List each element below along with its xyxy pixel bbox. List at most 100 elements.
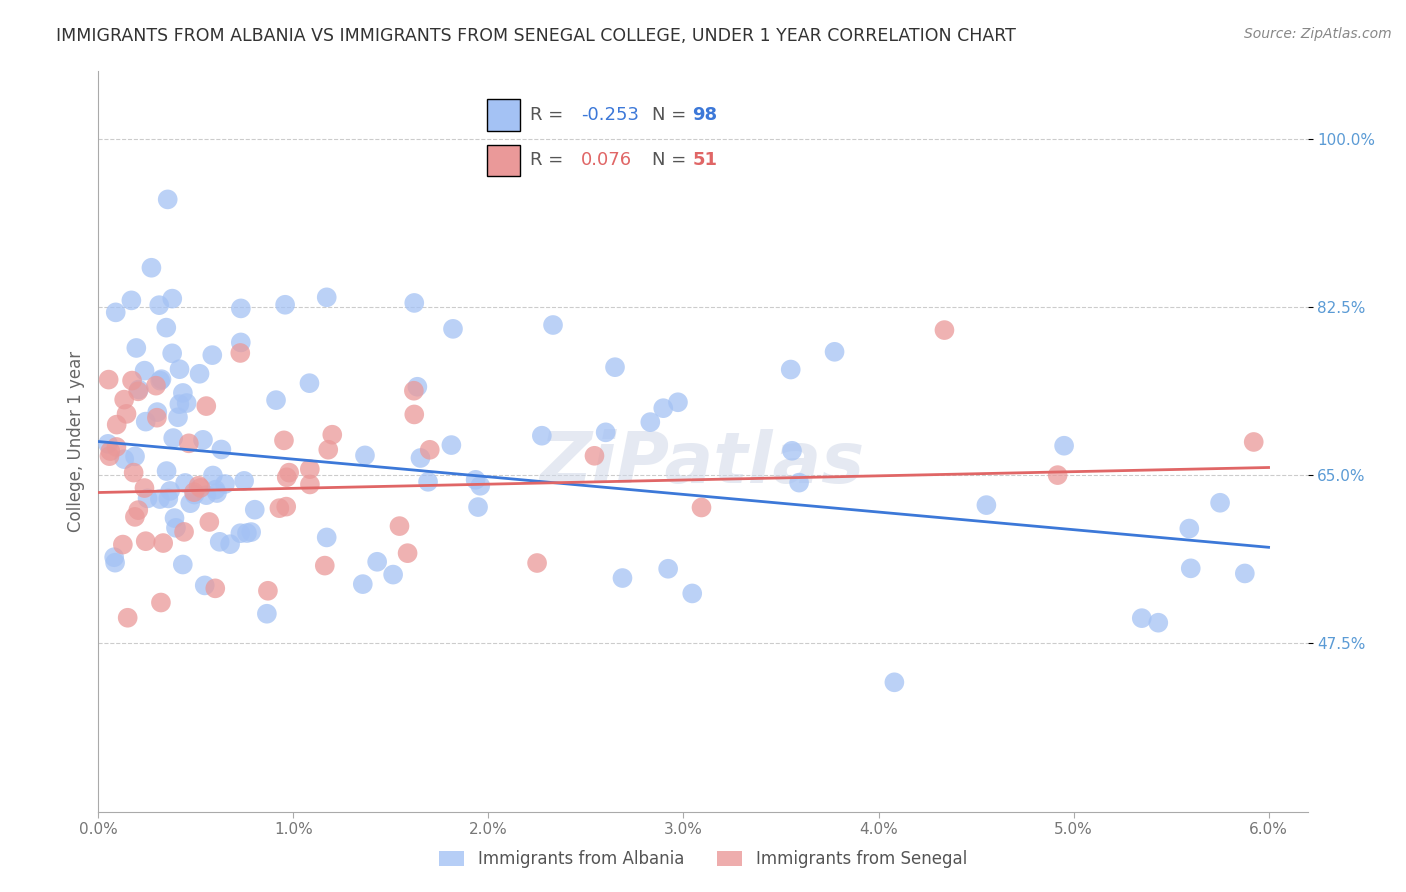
Point	[201, 468, 224, 483]
Point	[136, 491, 159, 506]
Point	[315, 531, 337, 545]
Point	[134, 481, 156, 495]
Point	[402, 384, 425, 398]
Point	[105, 417, 128, 432]
Point	[824, 344, 846, 359]
Point	[146, 405, 169, 419]
Point	[124, 509, 146, 524]
Point	[98, 449, 121, 463]
Point	[440, 438, 463, 452]
Point	[149, 595, 172, 609]
Point	[352, 577, 374, 591]
Point	[396, 546, 419, 560]
Point	[404, 296, 426, 310]
Point	[976, 498, 998, 512]
Point	[229, 346, 252, 360]
Point	[172, 558, 194, 572]
Point	[169, 397, 191, 411]
Point	[298, 462, 321, 476]
Legend: Immigrants from Albania, Immigrants from Senegal: Immigrants from Albania, Immigrants from…	[433, 844, 973, 875]
Point	[419, 442, 441, 457]
Point	[174, 475, 197, 490]
Point	[127, 384, 149, 399]
Point	[120, 293, 142, 308]
Point	[205, 486, 228, 500]
Point	[657, 562, 679, 576]
Point	[135, 415, 157, 429]
Point	[195, 399, 218, 413]
Point	[169, 362, 191, 376]
Point	[354, 449, 377, 463]
Point	[269, 501, 291, 516]
Point	[406, 380, 429, 394]
Point	[233, 474, 256, 488]
Point	[526, 556, 548, 570]
Point	[148, 298, 170, 312]
Point	[141, 260, 163, 275]
Point	[159, 483, 181, 498]
Point	[183, 485, 205, 500]
Point	[156, 193, 179, 207]
Point	[201, 348, 224, 362]
Point	[204, 483, 226, 497]
Point	[314, 558, 336, 573]
Point	[256, 607, 278, 621]
Point	[127, 503, 149, 517]
Point	[273, 434, 295, 448]
Point	[176, 396, 198, 410]
Point	[163, 511, 186, 525]
Point	[117, 611, 139, 625]
Point	[441, 322, 464, 336]
Point	[681, 586, 703, 600]
Point	[652, 401, 675, 416]
Point	[470, 479, 492, 493]
Point	[240, 524, 263, 539]
Point	[134, 364, 156, 378]
Point	[157, 491, 180, 506]
Point	[115, 407, 138, 421]
Point	[541, 318, 564, 332]
Point	[382, 567, 405, 582]
Point	[209, 442, 232, 457]
Point	[229, 301, 252, 316]
Point	[321, 427, 343, 442]
Point	[214, 477, 236, 491]
Point	[666, 395, 689, 409]
Text: IMMIGRANTS FROM ALBANIA VS IMMIGRANTS FROM SENEGAL COLLEGE, UNDER 1 YEAR CORRELA: IMMIGRANTS FROM ALBANIA VS IMMIGRANTS FR…	[56, 27, 1017, 45]
Point	[612, 571, 634, 585]
Point	[276, 500, 298, 514]
Point	[190, 481, 212, 495]
Point	[135, 534, 157, 549]
Point	[105, 440, 128, 454]
Point	[236, 526, 259, 541]
Point	[125, 341, 148, 355]
Point	[97, 437, 120, 451]
Point	[187, 479, 209, 493]
Point	[1147, 615, 1170, 630]
Point	[177, 436, 200, 450]
Point	[264, 393, 287, 408]
Point	[149, 374, 172, 388]
Point	[1046, 468, 1069, 483]
Point	[934, 323, 956, 337]
Point	[188, 367, 211, 381]
Point	[530, 428, 553, 442]
Point	[229, 526, 252, 541]
Y-axis label: College, Under 1 year: College, Under 1 year	[66, 351, 84, 533]
Point	[1178, 522, 1201, 536]
Point	[195, 488, 218, 502]
Point	[690, 500, 713, 515]
Point	[172, 386, 194, 401]
Point	[152, 536, 174, 550]
Point	[595, 425, 617, 440]
Point	[219, 537, 242, 551]
Point	[155, 320, 177, 334]
Text: ZiPatlas: ZiPatlas	[540, 429, 866, 499]
Point	[640, 415, 662, 429]
Point	[179, 496, 201, 510]
Point	[278, 466, 301, 480]
Point	[416, 475, 439, 489]
Point	[128, 383, 150, 397]
Point	[404, 408, 426, 422]
Point	[366, 555, 388, 569]
